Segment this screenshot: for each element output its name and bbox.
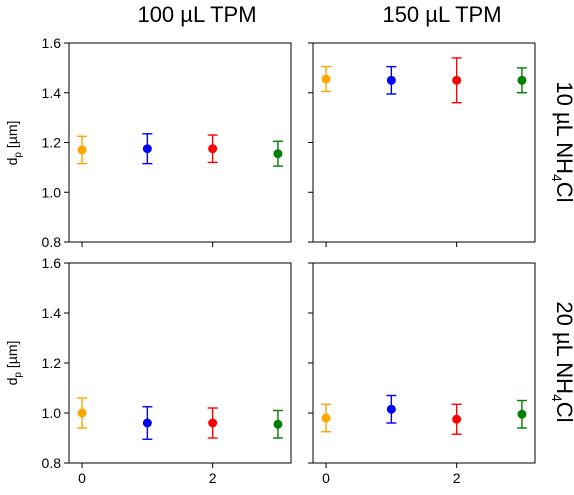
y-tick-label: 1.4 [42,85,62,101]
row-title-10nh4cl: 10 µL NH4Cl [549,81,574,202]
data-point [517,75,527,85]
data-point [142,144,152,154]
ylabel-bottom-main: d [4,378,20,386]
ylabel-top-unit: [µm] [4,121,20,152]
ylabel-bottom-sub: p [13,372,24,378]
ylabel-bottom: dp [µm] [4,341,24,386]
col-title-150tpm: 150 µL TPM [382,2,501,27]
data-point [321,74,331,84]
ylabel-top-main: d [4,158,20,166]
y-tick-label: 1.0 [42,405,62,421]
data-point [208,418,218,428]
panel-150tpm-10nh4cl [308,42,536,247]
row-title-10-tail: Cl [552,182,574,203]
data-point [321,413,331,423]
y-tick-label: 1.6 [42,35,62,51]
y-tick-label: 1.4 [42,305,62,321]
row-title-10-sub: 4 [549,174,565,182]
ylabel-bottom-unit: [µm] [4,341,20,372]
row-title-20-main: 20 µL NH [552,301,574,394]
data-point [386,75,396,85]
row-title-20nh4cl: 20 µL NH4Cl [549,301,574,422]
row-title-20-tail: Cl [552,402,574,423]
data-point [77,408,87,418]
ylabel-top: dp [µm] [4,121,24,166]
panel-100tpm-20nh4cl: 0.8 1.0 1.2 1.4 1.6 0 2 [42,255,292,486]
x-tick-label: 0 [78,470,86,486]
data-point [77,145,87,155]
data-point [273,419,283,429]
y-tick-label: 1.2 [42,355,62,371]
data-point [386,404,396,414]
row-title-10-main: 10 µL NH [552,81,574,174]
data-point [452,414,462,424]
y-tick-label: 1.2 [42,135,62,151]
panels-group: 0.81.01.21.41.60.81.01.21.41.60 2 0 2 [42,35,536,486]
panel-frame [68,262,292,464]
x-tick-label: 0 [322,470,330,486]
panel-frame [312,262,536,464]
panel-100tpm-10nh4cl: 0.8 1.0 1.2 1.4 1.6 [42,35,292,250]
data-point [452,75,462,85]
x-tick-label: 2 [453,470,461,486]
data-point [517,409,527,419]
panel-frame [68,42,292,243]
y-tick-label: 0.8 [42,455,62,471]
data-point [208,144,218,154]
col-title-100tpm: 100 µL TPM [137,2,256,27]
y-tick-label: 1.0 [42,184,62,200]
y-tick-label: 0.8 [42,234,62,250]
x-tick-label: 2 [209,470,217,486]
row-title-20-sub: 4 [549,394,565,402]
data-point [273,149,283,159]
panel-frame [312,42,536,243]
y-tick-label: 1.6 [42,255,62,271]
ylabel-top-sub: p [13,152,24,158]
data-point [142,418,152,428]
